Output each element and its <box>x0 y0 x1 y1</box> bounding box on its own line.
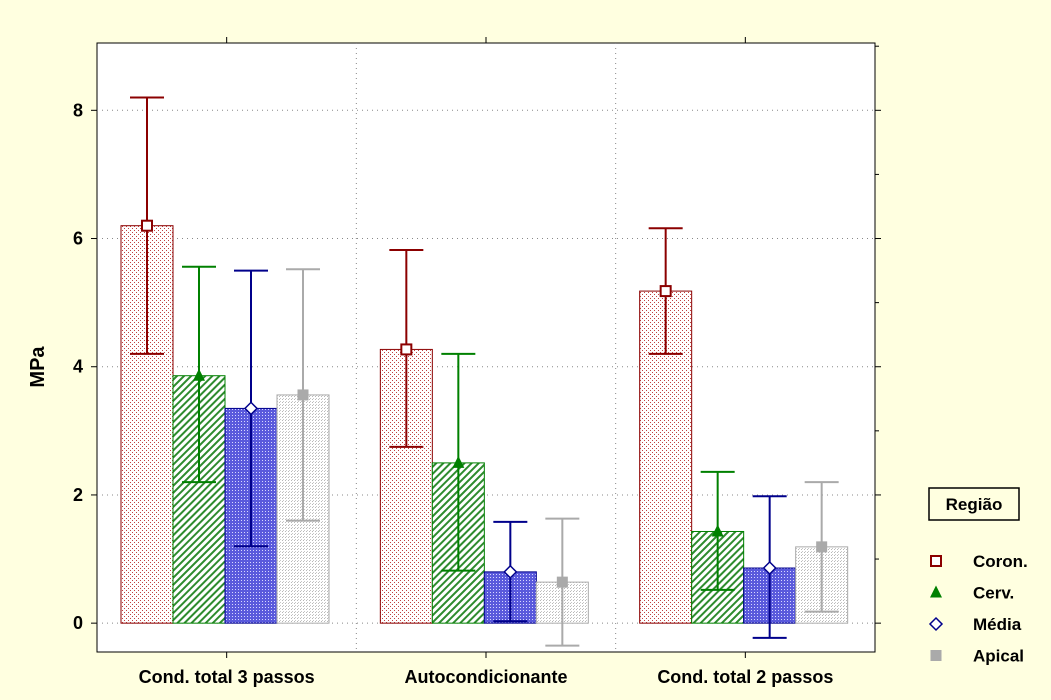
marker-square <box>141 219 153 232</box>
marker-diamond <box>243 401 259 416</box>
marker-diamond <box>503 564 518 579</box>
y-axis: 0 2 4 6 8 <box>73 45 881 633</box>
markers <box>141 219 828 588</box>
legend-label: Coron. <box>973 552 1028 571</box>
y-tick-label: 4 <box>73 357 83 377</box>
marker-square-filled <box>297 389 309 401</box>
marker-square-filled <box>556 576 568 588</box>
y-axis-title: MPa <box>27 346 49 388</box>
marker-triangle <box>711 524 724 537</box>
legend-label: Média <box>973 615 1022 634</box>
x-tick-label: Autocondicionante <box>405 667 568 687</box>
x-axis: Cond. total 3 passos Autocondicionante Con… <box>139 37 833 687</box>
marker-diamond <box>928 616 944 632</box>
marker-triangle <box>930 585 942 598</box>
marker-diamond <box>762 560 777 576</box>
x-tick-label: Cond. total 3 passos <box>139 667 315 687</box>
marker-square-filled <box>816 541 828 553</box>
legend-label: Cerv. <box>973 584 1014 603</box>
y-tick-label: 8 <box>73 100 83 120</box>
legend-label: Apical <box>973 647 1024 666</box>
x-tick-label: Cond. total 2 passos <box>657 667 833 687</box>
y-tick-label: 0 <box>73 613 83 633</box>
y-tick-label: 6 <box>73 229 83 249</box>
legend: Região Coron. Cerv. Média Apical <box>928 487 1028 666</box>
legend-title-box <box>928 487 1020 521</box>
y-tick-label: 2 <box>73 485 83 505</box>
legend-title: Região <box>946 495 1003 514</box>
marker-square <box>659 285 672 298</box>
marker-square-filled <box>930 650 942 661</box>
marker-triangle <box>193 368 205 381</box>
marker-triangle <box>452 455 465 468</box>
marker-square <box>930 555 942 567</box>
marker-square <box>400 343 413 356</box>
